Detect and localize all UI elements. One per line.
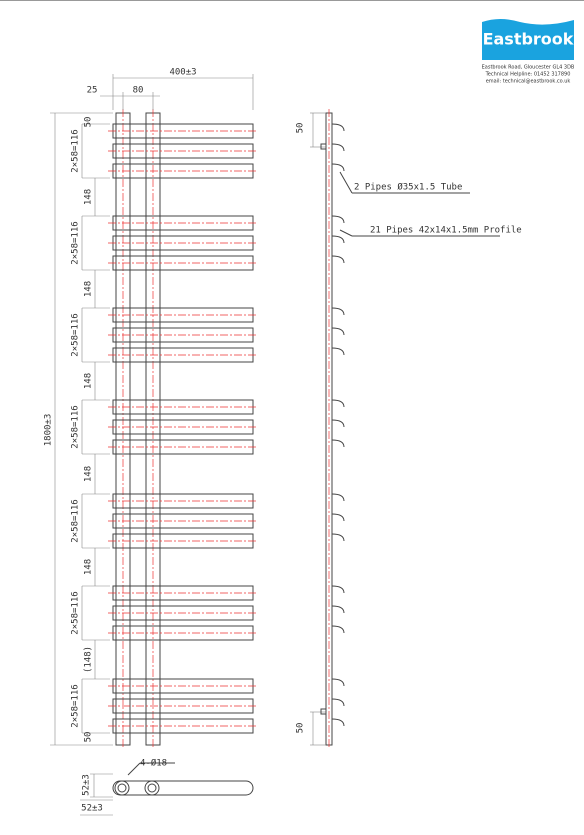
bottom-margin-label: 50 — [84, 732, 94, 743]
side-profile — [331, 605, 345, 614]
leader — [339, 171, 353, 194]
tube-label: 2 Pipes Ø35x1.5 Tube — [354, 182, 462, 193]
side-profile — [331, 718, 345, 727]
pipe-hole — [117, 783, 127, 793]
logo-badge — [482, 19, 574, 60]
pipe-section — [144, 780, 160, 796]
bracket — [320, 708, 327, 715]
side-profile — [331, 513, 345, 522]
side-profile — [331, 533, 345, 542]
pipe-hole — [147, 783, 157, 793]
depth-total-label: 52±3 — [81, 804, 103, 814]
group-gap-label: 148 — [84, 373, 94, 389]
side-profile — [331, 399, 345, 408]
side-profile — [331, 347, 345, 356]
pipe-spacing-label: 80 — [133, 86, 144, 96]
side-profile — [331, 419, 345, 428]
helpline: Technical Helpline: 01452 317890 — [485, 72, 571, 78]
bottom-profile — [112, 780, 254, 796]
side-profile — [331, 698, 345, 707]
email: email: technical@eastbrook.co.uk — [486, 79, 571, 85]
overall-height-label: 1800±3 — [44, 414, 54, 447]
side-top-margin-label: 50 — [296, 123, 306, 134]
leader — [127, 762, 141, 776]
profile-label: 21 Pipes 42x14x1.5mm Profile — [370, 226, 522, 236]
depth-label: 52±3 — [82, 774, 92, 796]
side-profile — [331, 439, 345, 448]
group-height-label: 2×58=116 — [71, 684, 81, 727]
group-gap-label: 148 — [84, 466, 94, 482]
logo: Eastbrook — [483, 30, 574, 49]
pipe-offset-label: 25 — [87, 86, 98, 96]
side-bottom-margin-label: 50 — [296, 723, 306, 734]
side-profile — [331, 143, 345, 152]
group-height-label: 2×58=116 — [71, 499, 81, 542]
group-height-label: 2×58=116 — [71, 591, 81, 634]
side-profile — [331, 307, 345, 316]
side-profile — [331, 625, 345, 634]
side-profile — [331, 235, 345, 244]
side-profile — [331, 163, 345, 172]
side-profile — [331, 678, 345, 687]
group-height-label: 2×58=116 — [71, 129, 81, 172]
group-height-label: 2×58=116 — [71, 405, 81, 448]
group-gap-label: 148 — [84, 281, 94, 297]
side-profile — [331, 327, 345, 336]
group-gap-label: (148) — [84, 646, 94, 673]
bracket — [320, 143, 327, 150]
group-gap-label: 148 — [84, 559, 94, 575]
address: Eastbrook Road, Gloucester GL4 3DB — [482, 65, 575, 71]
side-profile — [331, 585, 345, 594]
holes-label: 4-Ø18 — [140, 758, 167, 769]
group-height-label: 2×58=116 — [71, 221, 81, 264]
group-gap-label: 148 — [84, 189, 94, 205]
leader — [339, 229, 353, 237]
overall-width-label: 400±3 — [169, 68, 196, 78]
side-profile — [331, 493, 345, 502]
pipe-section — [114, 780, 130, 796]
top-margin-label: 50 — [84, 117, 94, 128]
group-height-label: 2×58=116 — [71, 313, 81, 356]
side-profile — [331, 255, 345, 264]
side-profile — [331, 123, 345, 132]
top-border — [0, 0, 584, 1]
side-profile — [331, 215, 345, 224]
